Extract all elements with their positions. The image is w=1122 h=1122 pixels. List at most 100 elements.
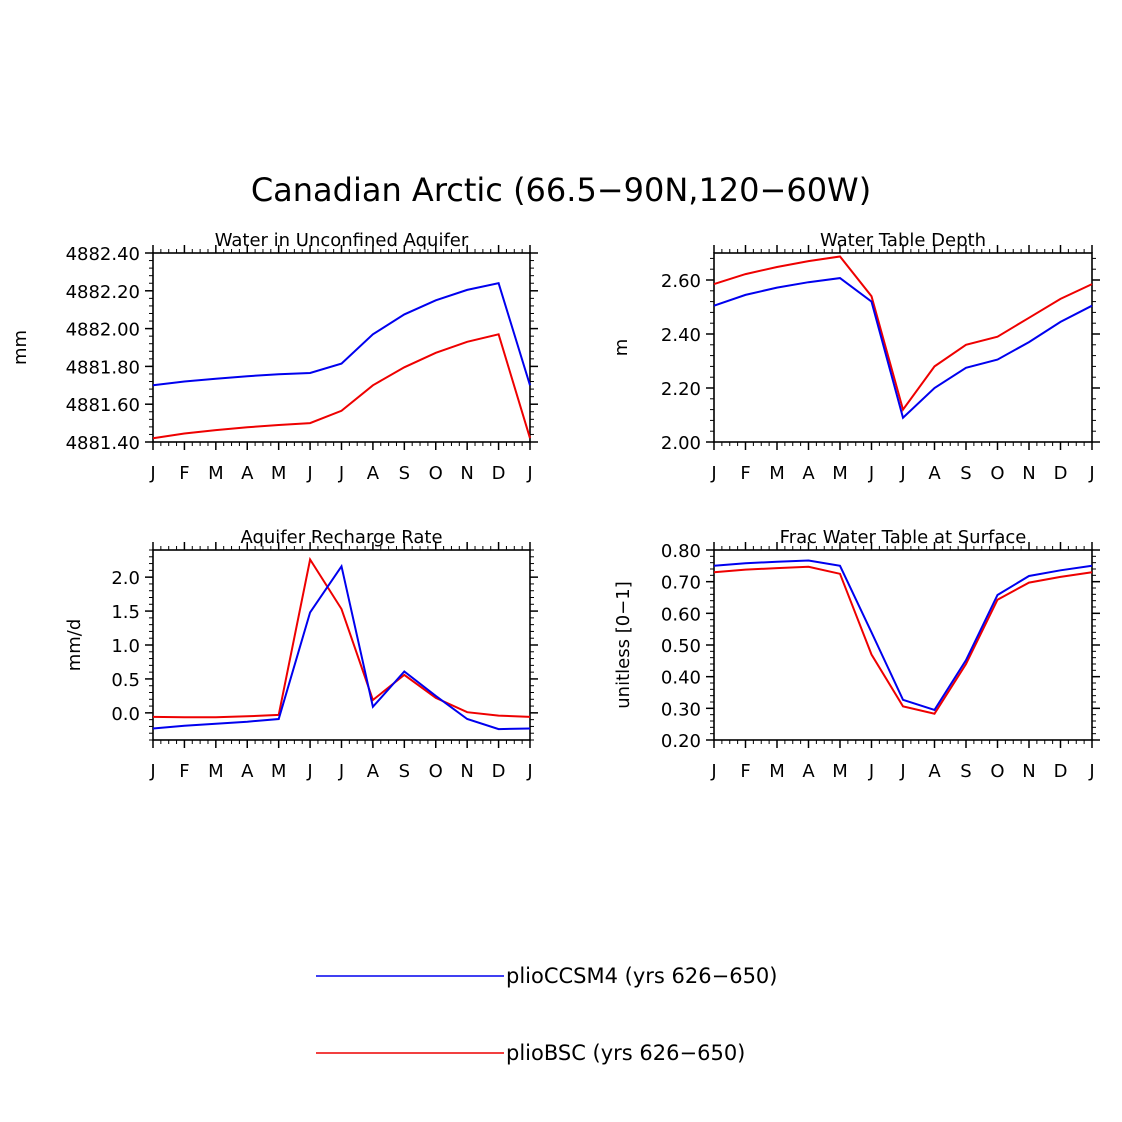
series-line-pliobsc	[152, 556, 531, 719]
x-tick-label: D	[1054, 463, 1068, 484]
chart-panel-4: Frac Water Table at Surface unitless [0−1…	[613, 527, 1100, 782]
y-tick-label: 0.30	[661, 699, 701, 720]
x-tick-label: J	[526, 761, 532, 782]
series-line-plioccsm4	[152, 563, 531, 731]
series-line-pliobsc	[713, 565, 1093, 715]
x-tick-label: A	[928, 761, 941, 782]
y-tick-label: 0.60	[661, 604, 701, 625]
y-axis-label: mm	[10, 330, 31, 365]
x-tick-label: J	[149, 761, 155, 782]
x-tick-label: O	[429, 463, 443, 484]
y-axis-label: unitless [0−1]	[613, 581, 634, 708]
panel-title: Frac Water Table at Surface	[780, 527, 1027, 548]
x-tick-label: J	[338, 761, 344, 782]
x-tick-label: A	[241, 761, 254, 782]
y-tick-label: 4882.40	[66, 244, 140, 265]
x-tick-label: F	[179, 463, 189, 484]
legend: plioCCSM4 (yrs 626−650) plioBSC (yrs 626−…	[316, 964, 777, 1065]
x-tick-label: A	[802, 463, 815, 484]
x-tick-label: D	[1054, 761, 1068, 782]
plot-frame	[152, 252, 531, 443]
y-tick-label: 0.20	[661, 731, 701, 752]
series-line-plioccsm4	[152, 282, 531, 387]
x-tick-label: S	[960, 761, 971, 782]
x-tick-label: J	[149, 463, 155, 484]
x-tick-label: N	[460, 463, 473, 484]
y-tick-label: 4881.40	[66, 433, 140, 454]
x-tick-label: S	[399, 463, 410, 484]
series-line-plioccsm4	[713, 277, 1093, 420]
x-tick-label: O	[990, 761, 1004, 782]
y-axis-label: m	[611, 339, 632, 357]
x-tick-label: J	[868, 761, 874, 782]
y-tick-label: 0.40	[661, 668, 701, 689]
x-tick-label: A	[241, 463, 254, 484]
x-tick-label: M	[769, 463, 785, 484]
x-tick-label: D	[492, 761, 506, 782]
x-tick-label: J	[899, 463, 905, 484]
plot-frame	[713, 252, 1093, 443]
series-line-plioccsm4	[713, 559, 1093, 712]
x-tick-label: J	[306, 761, 312, 782]
panel-title: Aquifer Recharge Rate	[240, 527, 442, 548]
y-axis-label: mm/d	[64, 619, 85, 672]
x-tick-label: S	[399, 761, 410, 782]
y-tick-label: 4881.60	[66, 395, 140, 416]
x-tick-label: J	[1088, 463, 1094, 484]
x-tick-label: F	[740, 463, 750, 484]
x-tick-label: J	[526, 463, 532, 484]
y-tick-label: 2.0	[111, 568, 140, 589]
y-tick-label: 2.00	[661, 433, 701, 454]
x-tick-label: M	[208, 761, 224, 782]
y-tick-label: 4881.80	[66, 357, 140, 378]
panel-title: Water Table Depth	[820, 230, 986, 251]
x-tick-label: J	[899, 761, 905, 782]
plot-frame	[152, 549, 531, 741]
x-tick-label: N	[1022, 463, 1035, 484]
x-tick-label: F	[179, 761, 189, 782]
x-tick-label: N	[460, 761, 473, 782]
x-tick-label: M	[832, 463, 848, 484]
y-tick-label: 1.5	[111, 602, 140, 623]
y-tick-label: 4882.20	[66, 282, 140, 303]
x-tick-label: M	[271, 761, 287, 782]
y-tick-label: 0.70	[661, 573, 701, 594]
series-line-pliobsc	[713, 255, 1093, 412]
legend-label: plioBSC (yrs 626−650)	[506, 1041, 745, 1065]
x-tick-label: F	[740, 761, 750, 782]
y-tick-label: 0.80	[661, 541, 701, 562]
figure-title: Canadian Arctic (66.5−90N,120−60W)	[251, 171, 871, 209]
x-tick-label: A	[367, 463, 380, 484]
x-tick-label: J	[868, 463, 874, 484]
x-tick-label: M	[769, 761, 785, 782]
x-tick-label: D	[492, 463, 506, 484]
y-tick-label: 1.0	[111, 636, 140, 657]
x-tick-label: J	[338, 463, 344, 484]
x-tick-label: J	[710, 761, 716, 782]
y-tick-label: 0.0	[111, 704, 140, 725]
x-tick-label: M	[832, 761, 848, 782]
y-tick-label: 0.5	[111, 670, 140, 691]
legend-label: plioCCSM4 (yrs 626−650)	[506, 964, 777, 988]
x-tick-label: J	[306, 463, 312, 484]
x-tick-label: J	[1088, 761, 1094, 782]
x-tick-label: J	[710, 463, 716, 484]
x-tick-label: O	[429, 761, 443, 782]
x-tick-label: M	[208, 463, 224, 484]
x-tick-label: N	[1022, 761, 1035, 782]
y-tick-label: 2.60	[661, 271, 701, 292]
x-tick-label: A	[367, 761, 380, 782]
y-tick-label: 0.50	[661, 636, 701, 657]
x-tick-label: S	[960, 463, 971, 484]
x-tick-label: A	[928, 463, 941, 484]
y-tick-label: 2.20	[661, 379, 701, 400]
y-tick-label: 2.40	[661, 325, 701, 346]
plot-frame	[713, 549, 1093, 741]
x-tick-label: O	[990, 463, 1004, 484]
x-tick-label: M	[271, 463, 287, 484]
